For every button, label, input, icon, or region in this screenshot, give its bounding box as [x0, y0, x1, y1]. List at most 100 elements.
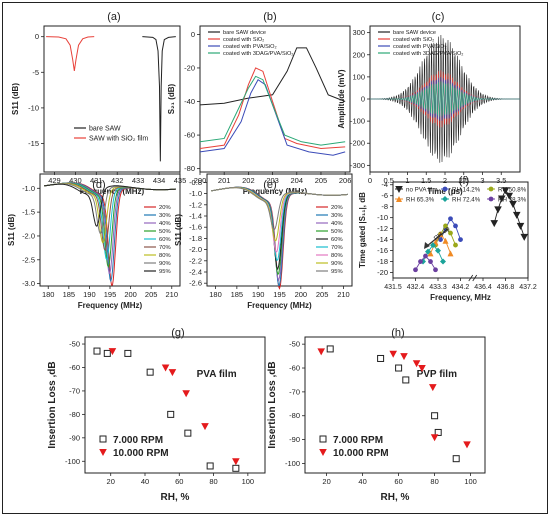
panel-label: (d): [92, 179, 105, 191]
plot-frame: [199, 25, 351, 173]
data-point: [463, 441, 471, 449]
x-tick-label: 2.5: [459, 176, 469, 185]
data-point: [161, 364, 170, 372]
y-axis-label: S11 (dB): [174, 214, 183, 246]
y-tick-label: -4: [381, 180, 388, 189]
y-tick-label: -3.0: [22, 279, 35, 288]
series-line: [199, 67, 346, 150]
x-tick-label: 210: [337, 290, 350, 299]
legend-label: 60%: [159, 237, 171, 243]
y-tick-label: -8: [381, 202, 388, 211]
data-point: [396, 196, 402, 202]
y-tick-label: 0: [191, 30, 195, 39]
data-point: [395, 364, 403, 372]
legend-label: 7.000 RPM: [113, 435, 163, 446]
panel-label: (h): [391, 327, 404, 339]
x-tick-label: 200: [124, 290, 137, 299]
y-tick-label: 0: [361, 95, 365, 104]
data-point: [447, 250, 454, 257]
x-tick-label: 433.3: [429, 284, 447, 291]
x-tick-label: 436.8: [497, 284, 515, 291]
x-tick-label: 180: [209, 290, 222, 299]
panel-label: (g): [171, 327, 184, 339]
data-point: [206, 462, 214, 470]
data-point: [448, 230, 453, 236]
panel-label: (b): [263, 11, 276, 23]
series-line: [142, 36, 176, 162]
x-axis-label: Frequency (MHz): [243, 187, 308, 196]
y-tick-label: -100: [65, 457, 80, 466]
y-tick-label: -90: [69, 433, 80, 442]
data-point: [505, 192, 514, 200]
y-tick-label: -100: [350, 117, 365, 126]
data-point: [490, 220, 499, 228]
x-tick-label: 100: [464, 477, 477, 486]
chart-panel-6: 20 40 60 80 100 -50 -60 -70 -80 -90 -100 RH, % Inser…: [47, 327, 266, 503]
x-tick-label: 185: [63, 290, 76, 299]
data-point: [93, 347, 101, 355]
legend-label: 50%: [331, 229, 343, 235]
x-tick-label: 185: [231, 290, 244, 299]
x-tick-label: 195: [104, 290, 117, 299]
data-point: [99, 435, 107, 443]
legend-label: 95%: [159, 269, 171, 275]
x-axis-label: Frequency (MHz): [247, 301, 312, 310]
y-tick-label: 100: [352, 72, 365, 81]
y-tick-label: -70: [289, 387, 300, 396]
x-tick-label: 190: [252, 290, 265, 299]
y-tick-label: -0.8: [189, 178, 202, 187]
x-tick-label: 40: [141, 477, 149, 486]
y-axis-label: Insertion Loss ,dB: [47, 361, 58, 448]
y-axis-label: S11 (dB): [7, 214, 16, 246]
x-tick-label: 1.5: [421, 176, 431, 185]
data-point: [167, 410, 175, 418]
axis-break: [472, 274, 478, 282]
legend-label: coated with SiO₂: [393, 37, 434, 43]
data-point: [438, 237, 443, 243]
panel-label: (f): [459, 175, 469, 187]
data-point: [453, 242, 458, 248]
legend-label: 40%: [331, 221, 343, 227]
x-tick-label: 60: [175, 477, 183, 486]
x-axis-label: Time (μs): [427, 187, 463, 196]
y-axis-label: S11 (dB): [11, 83, 20, 115]
data-point: [433, 267, 438, 273]
legend-label: 80%: [159, 253, 171, 259]
x-axis-label: Frequency (MHz): [80, 187, 145, 196]
y-tick-label: -2.0: [189, 245, 202, 254]
y-tick-label: -40: [184, 97, 195, 106]
x-tick-label: 190: [83, 290, 96, 299]
data-point: [395, 186, 403, 193]
data-point: [509, 200, 517, 208]
data-point: [400, 353, 408, 361]
y-axis-label: Amplitude (mV): [337, 69, 346, 128]
series-line: [199, 75, 346, 146]
x-tick-label: 200: [295, 290, 308, 299]
legend-label: RH 72.4%: [452, 197, 481, 204]
legend-label: 90%: [159, 261, 171, 267]
data-point: [418, 259, 423, 264]
data-point: [402, 376, 410, 384]
x-tick-label: 432: [111, 176, 124, 185]
plot-frame: [304, 336, 486, 474]
x-tick-label: 60: [394, 477, 402, 486]
x-axis-label: Frequency (MHz): [78, 301, 143, 310]
y-tick-label: -16: [377, 246, 388, 255]
y-tick-label: -50: [289, 340, 300, 349]
x-axis-label: RH, %: [381, 492, 410, 503]
data-point: [389, 350, 397, 358]
data-point: [317, 348, 325, 356]
series-line: [199, 47, 346, 106]
y-tick-label: -60: [69, 363, 80, 372]
legend-label: 40%: [159, 221, 171, 227]
y-tick-label: -18: [377, 257, 388, 266]
panel-label: (c): [432, 11, 445, 23]
legend-label: coated with 3DAG/PVA/SiO₂: [223, 51, 293, 57]
data-point: [427, 250, 434, 257]
y-tick-label: -80: [69, 410, 80, 419]
y-tick-label: -6: [381, 191, 388, 200]
y-tick-label: -1.2: [189, 200, 202, 209]
legend-label: SAW with SiO₂ film: [89, 136, 148, 143]
x-tick-label: 80: [209, 477, 217, 486]
y-tick-label: -60: [184, 131, 195, 140]
